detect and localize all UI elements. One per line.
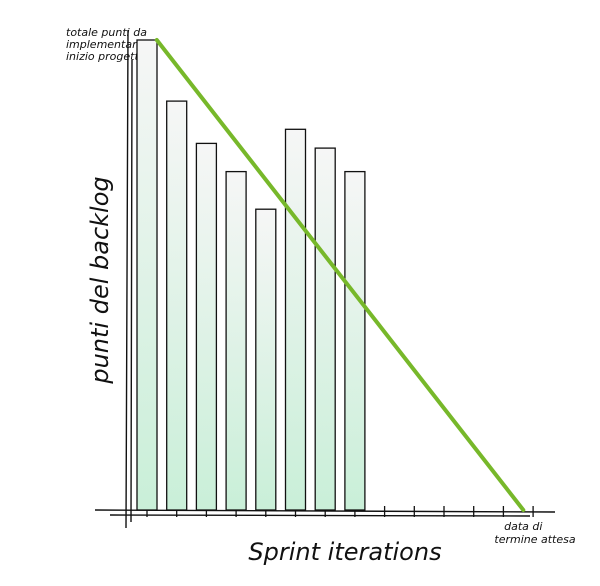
bar: [225, 170, 247, 511]
bar: [255, 208, 277, 511]
annotation-line: termine attesa: [494, 533, 575, 546]
bar: [136, 39, 158, 511]
x-axis-label: Sprint iterations: [248, 538, 441, 566]
ideal-line: [154, 38, 526, 512]
annotation-line: totale punti da: [66, 26, 147, 39]
y-axis-label: punti del backlog: [86, 176, 114, 384]
annotation-line: inizio progetto: [66, 50, 146, 63]
start-annotation: totale punti da implementare a inizio pr…: [66, 26, 157, 63]
bar: [284, 128, 307, 511]
bar: [195, 142, 218, 511]
annotation-line: implementare a: [66, 38, 154, 51]
end-annotation: data di termine attesa: [494, 520, 575, 546]
bar: [314, 147, 336, 511]
annotation-line: data di: [504, 520, 542, 533]
bar: [344, 170, 366, 511]
y-axis: [125, 29, 133, 529]
bar: [166, 100, 188, 511]
